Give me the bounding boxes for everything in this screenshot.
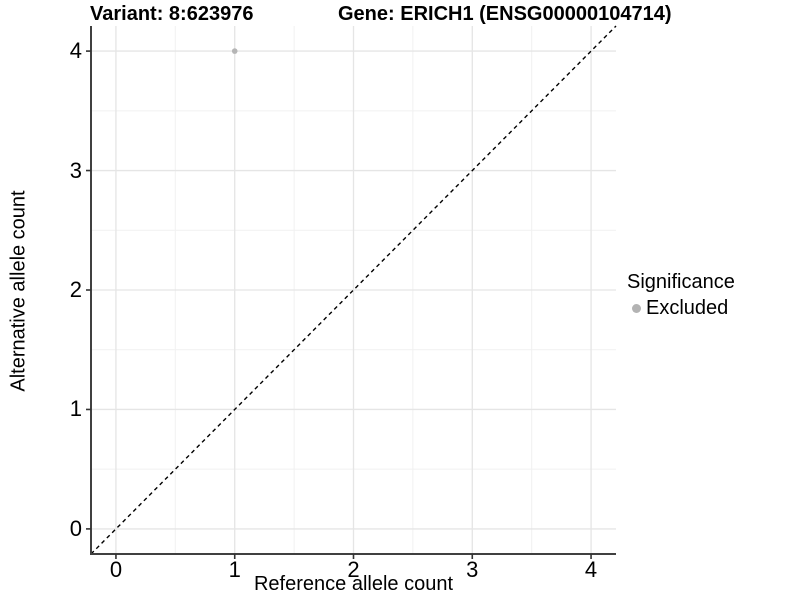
y-axis-title: Alternative allele count: [7, 190, 30, 392]
y-tick-label: 3: [69, 157, 82, 183]
x-tick-label: 4: [584, 557, 598, 582]
data-point: [231, 48, 238, 54]
y-tick-label: 1: [69, 396, 82, 422]
y-tick-label: 0: [69, 515, 82, 541]
legend-item-excluded: Excluded: [627, 296, 735, 320]
legend: Significance Excluded: [627, 270, 735, 320]
x-tick-label: 1: [228, 557, 241, 582]
x-axis-title: Reference allele count: [253, 573, 453, 595]
x-tick-label: 0: [109, 557, 123, 582]
gene-title: Gene: ERICH1 (ENSG00000104714): [338, 3, 672, 25]
y-tick-label: 4: [69, 38, 82, 64]
legend-title: Significance: [627, 271, 735, 293]
legend-item-label: Excluded: [646, 297, 729, 319]
excluded-point-icon: [632, 303, 641, 313]
y-tick-label: 2: [69, 277, 82, 302]
x-tick-label: 2: [347, 557, 360, 582]
variant-title: Variant: 8:623976: [90, 3, 254, 25]
x-tick-label: 3: [466, 557, 479, 582]
